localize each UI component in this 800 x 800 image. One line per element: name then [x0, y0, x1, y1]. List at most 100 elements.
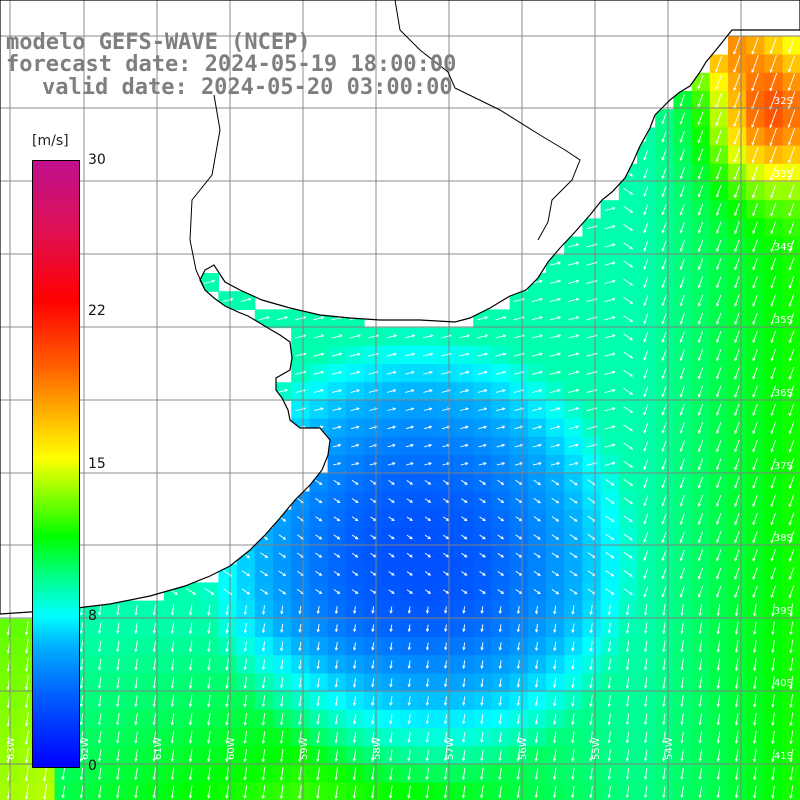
wind-arrow	[679, 422, 685, 434]
wind-arrow	[751, 55, 759, 74]
wind-arrow	[625, 767, 630, 780]
wind-arrow	[549, 388, 562, 394]
wind-arrow	[334, 731, 338, 744]
wind-arrow	[716, 585, 722, 598]
wind-arrow	[280, 623, 284, 634]
wind-arrow	[97, 749, 102, 763]
wind-arrow	[715, 203, 722, 216]
wind-arrow	[407, 642, 411, 651]
wind-arrow	[643, 786, 648, 799]
wind-arrow	[752, 367, 758, 380]
wind-arrow	[495, 370, 507, 375]
latitude-label: 32S	[774, 96, 793, 107]
wind-arrow	[349, 352, 361, 357]
wind-arrow	[571, 749, 575, 762]
wind-arrow	[406, 516, 413, 522]
wind-arrow	[424, 516, 432, 522]
wind-arrow	[589, 623, 593, 634]
wind-arrow	[752, 385, 758, 398]
wind-arrow	[349, 334, 361, 339]
wind-arrow	[152, 658, 156, 671]
wind-arrow	[549, 334, 562, 339]
wind-arrow	[276, 388, 289, 394]
wind-arrow	[407, 696, 411, 706]
wind-arrow	[769, 37, 777, 55]
wind-arrow	[643, 185, 649, 197]
wind-arrow	[170, 640, 175, 653]
wind-arrow	[170, 731, 175, 744]
wind-arrow	[553, 605, 557, 615]
wind-arrow	[170, 658, 175, 671]
wind-arrow	[225, 731, 229, 745]
wind-arrow	[752, 221, 758, 235]
wind-arrow	[389, 714, 393, 725]
wind-arrow	[334, 785, 339, 800]
wind-arrow	[643, 658, 648, 671]
wind-arrow	[643, 531, 649, 543]
wind-arrow	[298, 731, 302, 744]
wind-arrow	[351, 479, 359, 485]
wind-arrow	[643, 495, 649, 507]
wind-arrow	[643, 731, 648, 744]
wind-arrow	[623, 224, 634, 232]
wind-arrow	[278, 588, 287, 595]
wind-arrow	[734, 549, 740, 562]
latitude-label: 35S	[774, 315, 793, 326]
wind-arrow	[551, 570, 560, 577]
wind-arrow	[734, 330, 740, 344]
wind-arrow	[698, 640, 703, 653]
wind-arrow	[261, 641, 266, 652]
wind-arrow	[461, 552, 468, 558]
wind-arrow	[607, 695, 611, 708]
wind-arrow	[679, 586, 685, 598]
wind-arrow	[116, 676, 120, 689]
wind-arrow	[733, 110, 741, 127]
wind-arrow	[734, 421, 740, 435]
wind-arrow	[604, 370, 616, 375]
wind-arrow	[552, 749, 557, 762]
colorbar-tick-label: 8	[88, 608, 97, 624]
wind-arrow	[788, 294, 795, 308]
wind-arrow	[734, 640, 739, 653]
wind-arrow	[788, 439, 795, 453]
wind-arrow	[496, 462, 506, 466]
wind-arrow	[533, 570, 541, 576]
wind-arrow	[460, 425, 469, 430]
wind-arrow	[295, 370, 307, 375]
wind-arrow	[531, 316, 543, 321]
colorbar-unit-label: [m/s]	[32, 133, 69, 149]
wind-arrow	[571, 695, 575, 707]
wind-arrow	[497, 571, 505, 576]
wind-arrow	[498, 678, 502, 688]
wind-arrow	[661, 204, 667, 216]
wind-arrow	[680, 676, 684, 690]
wind-arrow	[423, 425, 433, 430]
wind-arrow	[353, 606, 357, 615]
wind-arrow	[188, 604, 193, 616]
wind-arrow	[698, 749, 703, 762]
wind-arrow	[207, 785, 211, 799]
wind-arrow	[97, 676, 102, 689]
wind-arrow	[697, 93, 704, 108]
wind-arrow	[752, 349, 758, 362]
wind-arrow	[152, 767, 157, 781]
wind-arrow	[261, 695, 266, 708]
wind-arrow	[716, 331, 722, 344]
wind-arrow	[134, 676, 138, 689]
wind-arrow	[716, 549, 722, 562]
wind-arrow	[625, 622, 630, 635]
wind-arrow	[295, 352, 307, 357]
wind-arrow	[332, 462, 342, 466]
wind-arrow	[441, 425, 451, 430]
wind-arrow	[424, 443, 433, 448]
wind-arrow	[551, 552, 560, 558]
wind-arrow	[516, 713, 520, 725]
wind-arrow	[789, 748, 794, 763]
wind-arrow	[406, 498, 413, 503]
wind-arrow	[371, 660, 375, 670]
wind-arrow	[387, 462, 396, 466]
wind-arrow	[207, 676, 211, 690]
wind-arrow	[225, 622, 229, 634]
